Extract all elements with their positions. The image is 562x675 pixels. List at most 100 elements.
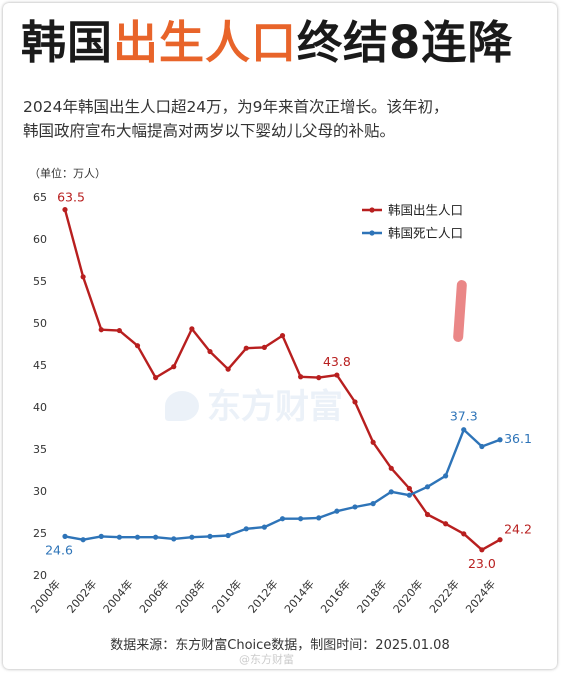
data-label: 24.2	[504, 522, 532, 537]
y-tick-label: 30	[33, 485, 47, 498]
data-point	[243, 526, 249, 532]
data-point	[153, 375, 159, 381]
unit-label: （单位：万人）	[29, 167, 106, 180]
series-line-deaths	[64, 428, 501, 541]
data-point	[207, 533, 213, 539]
y-tick-label: 60	[33, 233, 47, 246]
data-label: 43.8	[323, 354, 351, 369]
x-tick-label: 2016年	[318, 577, 354, 616]
watermark-text: 东方财富	[207, 387, 343, 427]
x-tick-label: 2006年	[136, 577, 172, 616]
data-point	[352, 504, 358, 510]
data-point	[243, 345, 249, 351]
data-point	[370, 501, 376, 507]
data-point	[352, 399, 358, 405]
data-point	[479, 547, 485, 553]
y-tick-label: 25	[33, 527, 47, 540]
x-tick-label: 2024年	[463, 577, 499, 616]
series-line-births	[63, 209, 501, 551]
data-point	[497, 537, 503, 543]
data-point	[497, 437, 503, 443]
data-point	[388, 489, 394, 495]
title-part-2: 终结8连降	[297, 16, 514, 69]
data-label: 24.6	[45, 542, 73, 557]
y-tick-label: 65	[33, 191, 47, 204]
y-tick-label: 50	[33, 317, 47, 330]
y-tick-label: 35	[33, 443, 47, 456]
data-label: 36.1	[504, 431, 532, 446]
data-point	[207, 348, 213, 355]
subtitle: 2024年韩国出生人口超24万，为9年来首次正增长。该年初， 韩国政府宣布大幅提…	[23, 95, 543, 143]
data-point	[171, 536, 177, 542]
subtitle-line-1: 2024年韩国出生人口超24万，为9年来首次正增长。该年初，	[23, 98, 449, 116]
x-tick-label: 2000年	[28, 577, 64, 616]
data-label: 37.3	[450, 409, 478, 424]
data-point	[316, 375, 322, 381]
y-tick-label: 55	[33, 275, 47, 288]
data-point	[406, 492, 412, 498]
data-point	[279, 516, 286, 522]
data-point	[116, 327, 122, 334]
x-tick-label: 2020年	[390, 577, 426, 616]
x-tick-label: 2004年	[100, 577, 136, 616]
data-point	[225, 366, 231, 372]
data-point	[316, 515, 322, 521]
data-point	[225, 532, 231, 539]
data-point	[80, 537, 86, 543]
data-point	[298, 374, 304, 380]
data-point	[189, 326, 195, 332]
x-tick-label: 2002年	[64, 577, 100, 616]
data-point	[388, 465, 394, 471]
data-point	[134, 534, 141, 540]
watermark-icon	[165, 391, 199, 421]
page-title: 韩国出生人口终结8连降	[21, 11, 551, 75]
data-point	[461, 531, 467, 537]
watermark-logo: 东方财富	[165, 387, 343, 427]
source-note: 数据来源：东方财富Choice数据，制图时间：2025.01.08	[110, 638, 450, 653]
y-tick-label: 20	[33, 569, 47, 582]
data-point	[171, 364, 177, 370]
data-point	[98, 327, 104, 333]
title-highlight: 出生人口	[113, 16, 298, 69]
legend-swatch-point	[369, 230, 375, 236]
legend-label: 韩国死亡人口	[388, 226, 463, 241]
data-point	[279, 333, 286, 339]
data-point	[443, 521, 449, 527]
data-point	[189, 534, 195, 540]
legend-label: 韩国出生人口	[388, 203, 463, 218]
data-label: 63.5	[57, 190, 85, 205]
chart-card: 韩国出生人口终结8连降 2024年韩国出生人口超24万，为9年来首次正增长。该年…	[3, 3, 557, 669]
data-point	[62, 207, 68, 213]
data-label: 23.0	[468, 556, 496, 571]
data-point	[98, 533, 104, 539]
subtitle-line-2: 韩国政府宣布大幅提高对两岁以下婴幼儿父母的补贴。	[23, 122, 396, 140]
data-point	[334, 508, 340, 514]
x-tick-label: 2012年	[245, 577, 281, 616]
data-point	[261, 344, 267, 350]
data-point	[80, 274, 86, 280]
data-point	[370, 439, 376, 445]
data-point	[424, 484, 431, 490]
data-point	[116, 534, 122, 540]
x-tick-label: 2014年	[281, 577, 317, 616]
data-point	[62, 533, 68, 539]
x-tick-label: 2022年	[426, 577, 462, 616]
x-tick-label: 2008年	[173, 577, 209, 616]
data-point	[334, 372, 340, 378]
title-part-1: 韩国	[21, 16, 114, 69]
data-point	[261, 524, 267, 530]
data-point	[406, 485, 412, 492]
y-tick-label: 45	[33, 359, 47, 372]
data-point	[298, 516, 304, 522]
data-point	[461, 427, 467, 433]
data-point	[424, 511, 431, 518]
x-tick-label: 2018年	[354, 577, 390, 616]
data-point	[479, 443, 485, 450]
y-tick-label: 40	[33, 401, 47, 414]
data-point	[153, 534, 159, 540]
legend-swatch-point	[369, 207, 375, 213]
data-point	[443, 473, 449, 479]
data-point	[134, 343, 141, 349]
footer-watermark: @东方财富	[239, 653, 294, 666]
